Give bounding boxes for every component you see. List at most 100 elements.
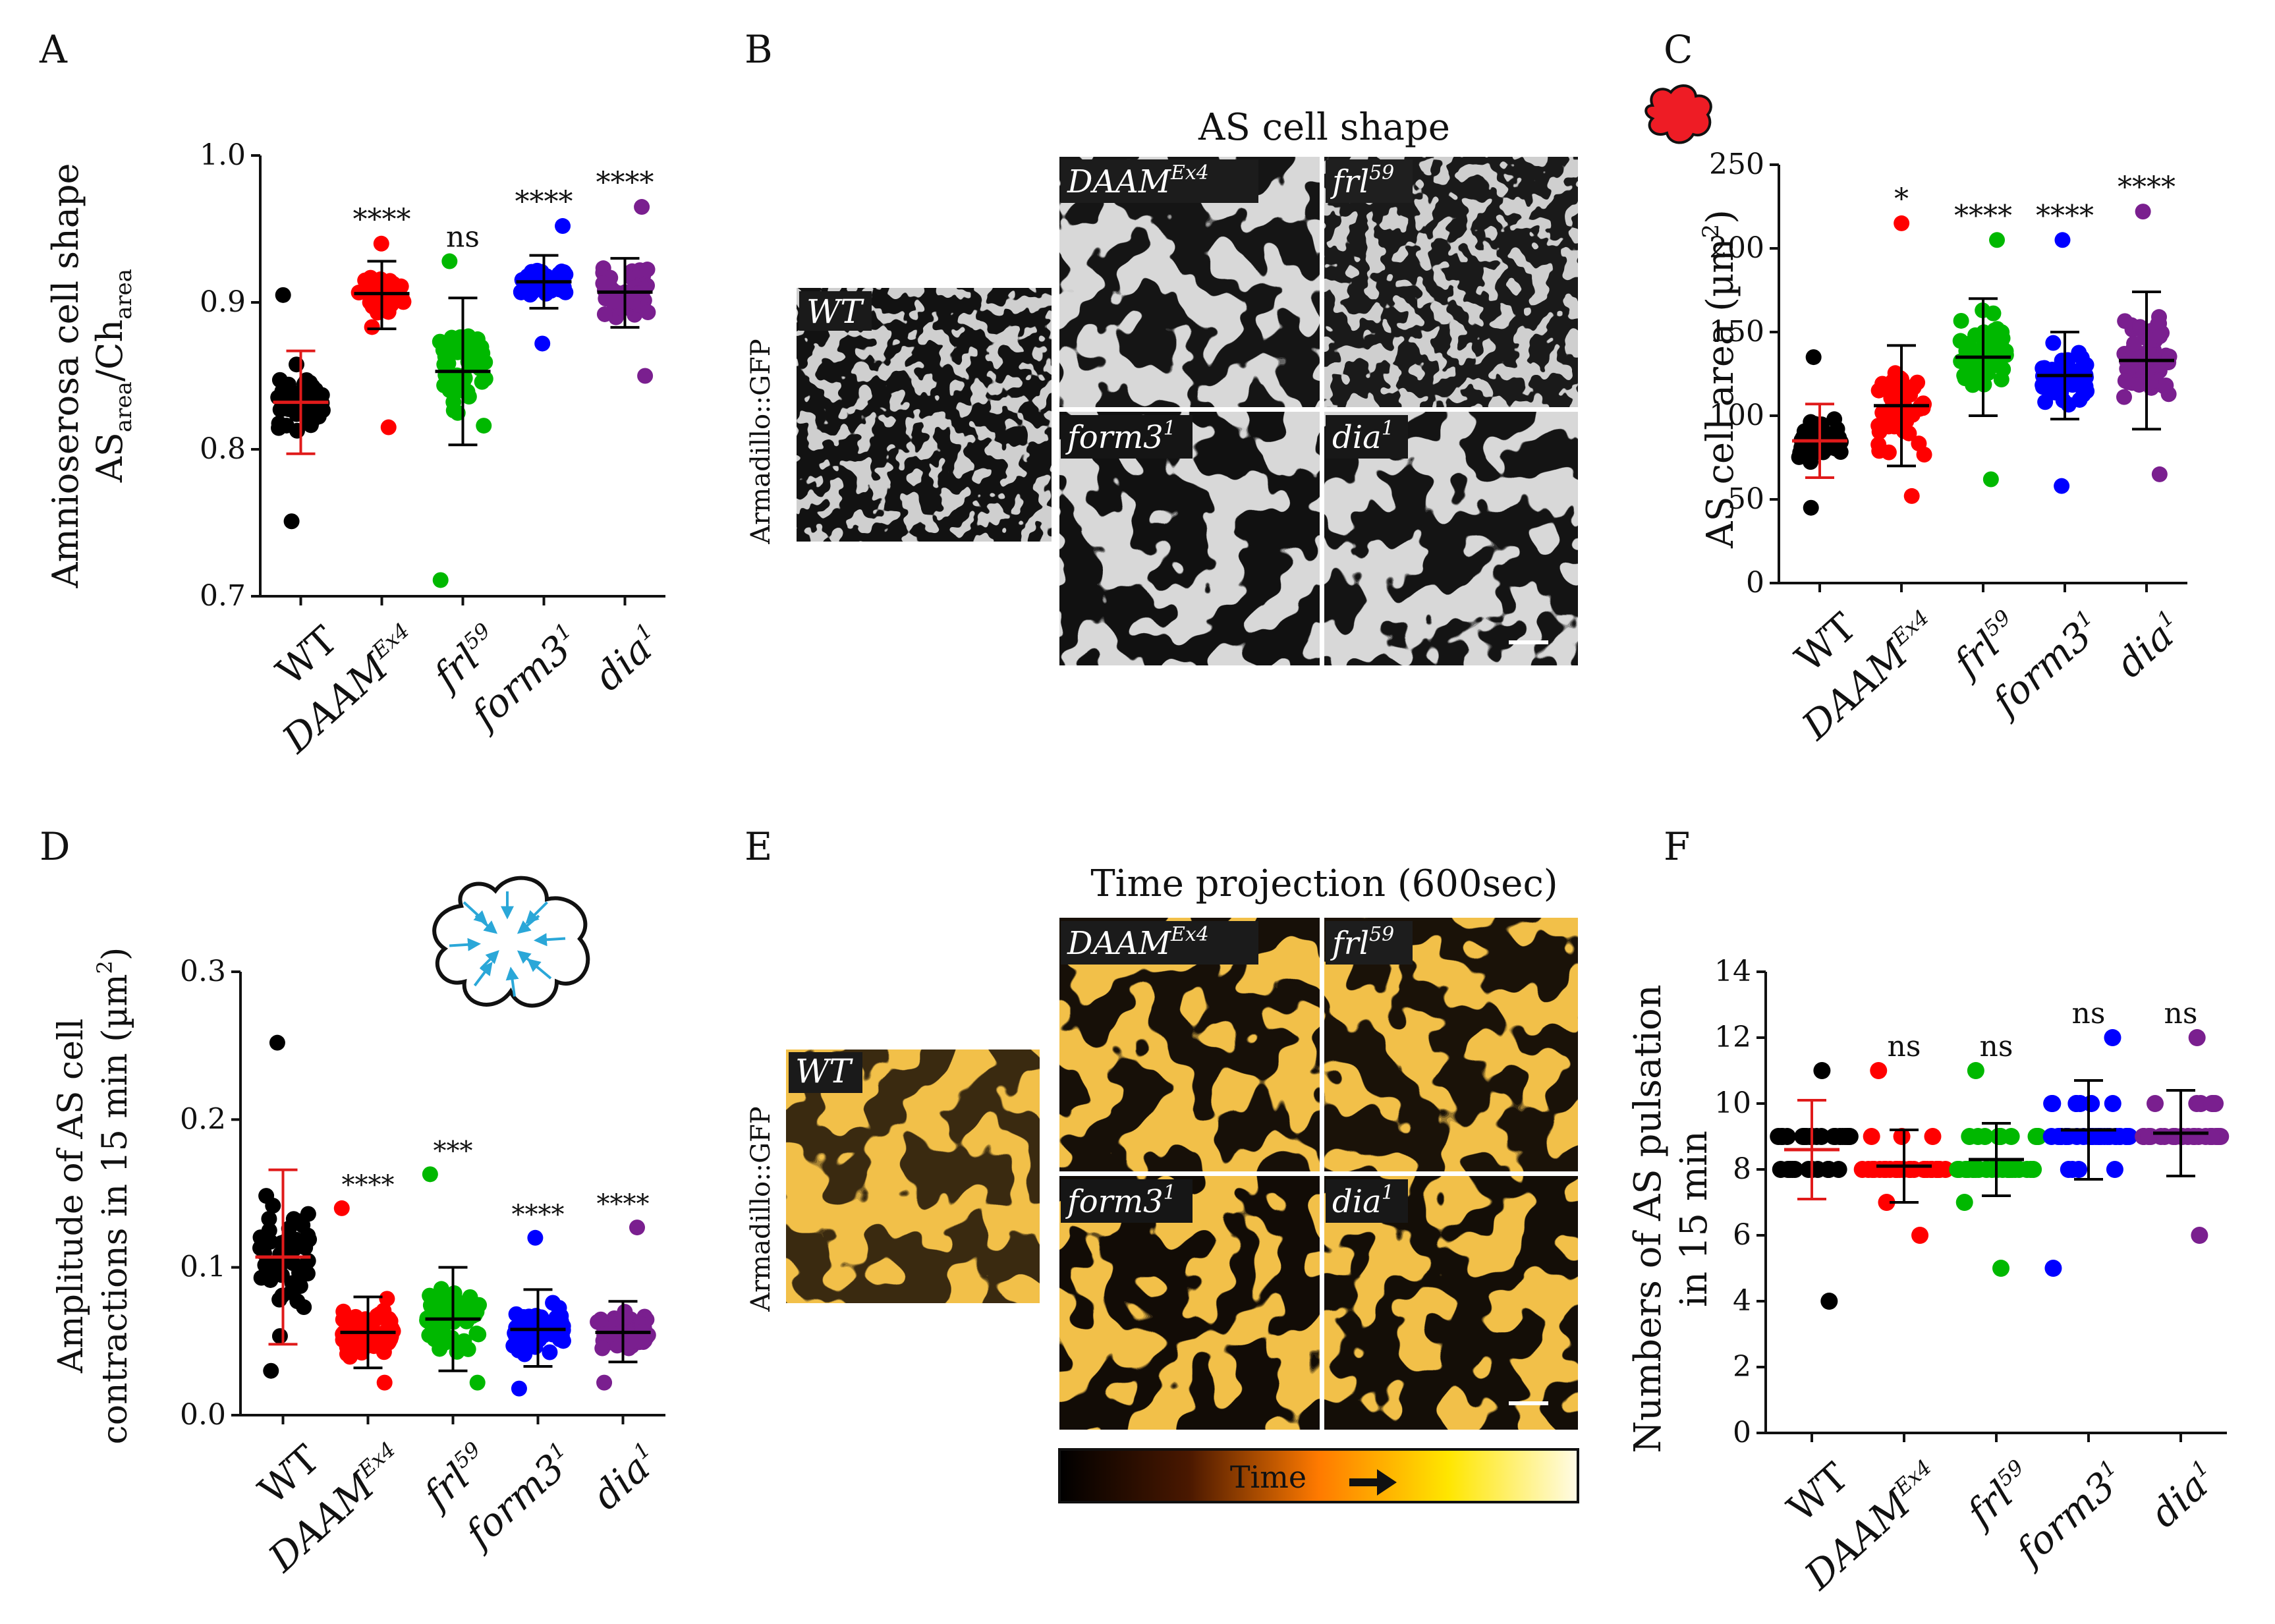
data-point bbox=[1834, 1128, 1851, 1145]
cyan-arrow bbox=[525, 901, 548, 924]
panel-letter-a: A bbox=[39, 27, 68, 72]
data-point bbox=[1894, 215, 1910, 231]
data-point bbox=[2131, 377, 2147, 393]
data-point bbox=[2043, 1095, 2061, 1112]
significance-label: **** bbox=[2036, 199, 2094, 233]
data-point bbox=[476, 418, 492, 434]
data-point bbox=[2147, 1095, 2164, 1112]
data-point bbox=[261, 1210, 277, 1227]
time-colorbar-label: Time bbox=[1230, 1459, 1306, 1495]
cyan-arrow bbox=[473, 961, 493, 987]
data-point bbox=[1924, 1128, 1942, 1145]
data-point bbox=[2064, 1161, 2081, 1178]
y-tick-label: 6 bbox=[1733, 1218, 1751, 1252]
image-b-frl: frl59 bbox=[1324, 157, 1578, 407]
data-point bbox=[445, 394, 462, 410]
image-label-form3-b: form31 bbox=[1065, 417, 1176, 456]
data-point bbox=[557, 266, 574, 283]
data-point bbox=[2054, 478, 2070, 494]
data-point bbox=[1805, 349, 1822, 366]
significance-label: ns bbox=[446, 221, 480, 254]
data-point bbox=[1878, 1194, 1896, 1211]
chart-d: 0.00.10.20.3WT****DAAMEx4***frl59****for… bbox=[51, 947, 665, 1581]
cyan-arrow bbox=[517, 914, 540, 934]
data-point bbox=[2039, 377, 2056, 393]
data-point bbox=[555, 218, 571, 235]
data-point bbox=[380, 419, 397, 435]
image-e-wt: WT bbox=[786, 1050, 1040, 1303]
image-e-daam: DAAMEx4 bbox=[1059, 918, 1320, 1171]
data-point bbox=[1870, 1062, 1888, 1079]
data-point bbox=[2104, 1029, 2121, 1046]
data-point bbox=[629, 1219, 646, 1236]
data-point bbox=[2106, 1161, 2123, 1178]
data-point bbox=[453, 382, 469, 399]
data-point bbox=[441, 253, 458, 269]
data-point bbox=[373, 235, 389, 252]
data-point bbox=[1957, 352, 1973, 368]
data-point bbox=[289, 1293, 306, 1310]
time-arrow-icon bbox=[1349, 1469, 1397, 1496]
data-point bbox=[517, 1337, 533, 1354]
y-tick-label: 12 bbox=[1714, 1021, 1751, 1054]
y-tick-label: 4 bbox=[1733, 1284, 1751, 1318]
image-b-form3: form31 bbox=[1059, 412, 1320, 665]
data-point bbox=[439, 352, 456, 368]
data-point bbox=[469, 1374, 486, 1391]
cyan-arrow bbox=[505, 966, 519, 997]
data-point bbox=[1985, 305, 2002, 322]
panel-e-side-label: Armadillo::GFP bbox=[746, 1106, 776, 1312]
panel-b-side-label: Armadillo::GFP bbox=[746, 339, 776, 544]
data-point bbox=[511, 1380, 527, 1397]
data-point bbox=[2152, 328, 2168, 345]
data-point bbox=[2054, 232, 2071, 248]
data-point bbox=[2060, 397, 2077, 413]
data-point bbox=[376, 1374, 393, 1391]
significance-label: **** bbox=[2118, 171, 2176, 204]
y-tick-label: 150 bbox=[1709, 315, 1764, 349]
data-point bbox=[555, 283, 572, 299]
data-point bbox=[515, 1309, 532, 1326]
data-point bbox=[302, 417, 319, 434]
significance-label: *** bbox=[434, 1136, 473, 1166]
data-point bbox=[596, 306, 613, 322]
data-point bbox=[2037, 394, 2054, 410]
data-point bbox=[1989, 321, 2006, 337]
data-point bbox=[474, 374, 490, 390]
data-point bbox=[1774, 1128, 1791, 1145]
cyan-arrow bbox=[517, 950, 540, 970]
data-point bbox=[1965, 377, 1981, 393]
data-point bbox=[271, 1328, 288, 1344]
data-point bbox=[1989, 232, 2006, 248]
y-tick-label: 1.0 bbox=[200, 138, 246, 172]
data-point bbox=[280, 401, 296, 418]
data-point bbox=[283, 513, 300, 530]
data-point bbox=[1893, 1128, 1911, 1145]
red-cell-icon bbox=[1644, 84, 1712, 144]
data-point bbox=[640, 304, 656, 321]
data-point bbox=[1911, 1227, 1929, 1244]
data-point bbox=[2079, 383, 2095, 399]
data-point bbox=[1901, 425, 1917, 441]
data-point bbox=[1783, 1161, 1801, 1178]
data-point bbox=[527, 1229, 544, 1246]
data-point bbox=[1958, 1161, 1976, 1178]
y-tick-label: 0.0 bbox=[180, 1398, 226, 1432]
data-point bbox=[381, 1333, 397, 1350]
category-label: dia1 bbox=[586, 617, 670, 700]
category-label: dia1 bbox=[2108, 604, 2192, 686]
significance-label: **** bbox=[342, 1170, 395, 1200]
data-point bbox=[253, 1270, 269, 1286]
image-e-frl: frl59 bbox=[1324, 918, 1578, 1171]
data-point bbox=[1979, 358, 1995, 375]
y-tick-label: 0.7 bbox=[200, 579, 246, 613]
y-tick-label: 100 bbox=[1709, 399, 1764, 432]
y-tick-label: 0.8 bbox=[200, 432, 246, 466]
data-point bbox=[1955, 1194, 1973, 1211]
data-point bbox=[2151, 466, 2168, 482]
data-point bbox=[275, 287, 291, 303]
data-point bbox=[426, 1331, 443, 1347]
data-point bbox=[1813, 1062, 1831, 1079]
data-point bbox=[443, 329, 460, 346]
